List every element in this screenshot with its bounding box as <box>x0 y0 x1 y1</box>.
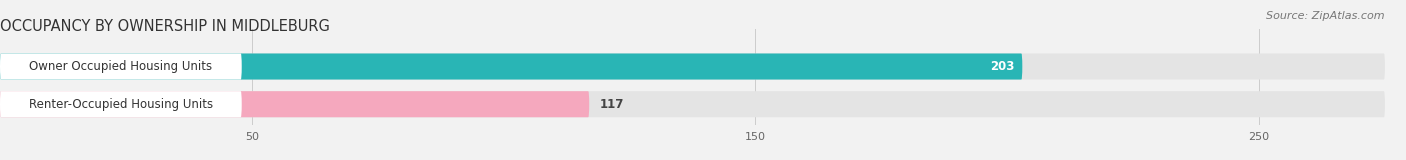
Text: Owner Occupied Housing Units: Owner Occupied Housing Units <box>30 60 212 73</box>
Text: 117: 117 <box>599 98 624 111</box>
FancyBboxPatch shape <box>0 91 242 117</box>
Text: 203: 203 <box>990 60 1015 73</box>
FancyBboxPatch shape <box>0 53 1385 80</box>
FancyBboxPatch shape <box>0 53 1022 80</box>
Text: Source: ZipAtlas.com: Source: ZipAtlas.com <box>1267 11 1385 21</box>
Text: Renter-Occupied Housing Units: Renter-Occupied Housing Units <box>28 98 212 111</box>
FancyBboxPatch shape <box>0 91 589 117</box>
FancyBboxPatch shape <box>0 53 242 80</box>
Text: OCCUPANCY BY OWNERSHIP IN MIDDLEBURG: OCCUPANCY BY OWNERSHIP IN MIDDLEBURG <box>0 19 330 34</box>
FancyBboxPatch shape <box>0 91 1385 117</box>
